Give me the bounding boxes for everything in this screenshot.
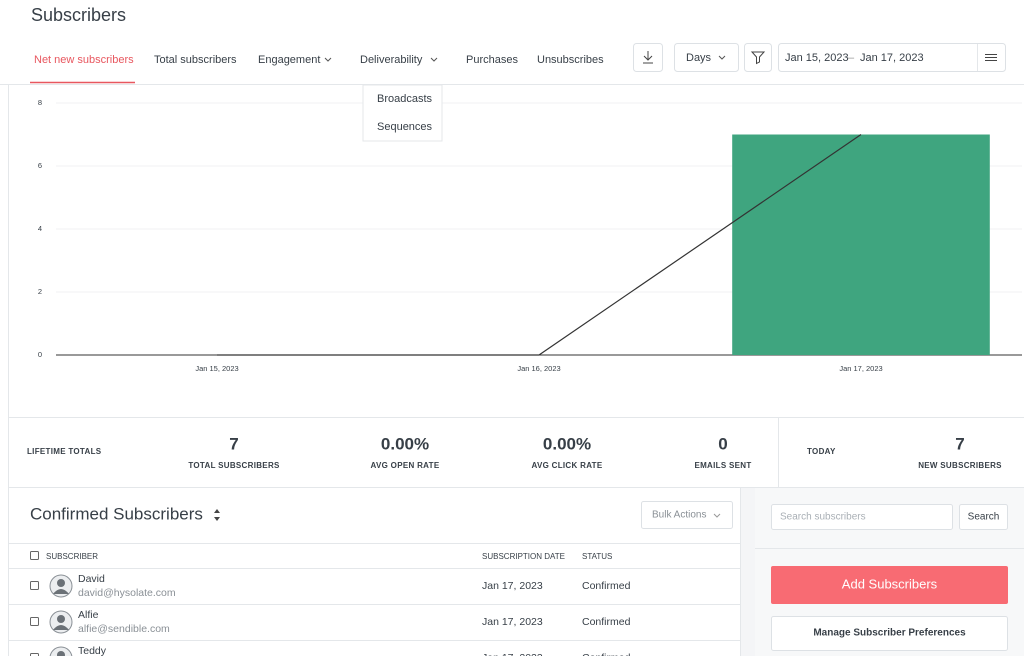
stat-label: AVG OPEN RATE bbox=[371, 461, 440, 470]
subscriber-email: alfie@sendible.com bbox=[78, 623, 170, 635]
date-start: Jan 15, 2023 bbox=[785, 52, 849, 64]
download-icon bbox=[643, 51, 653, 64]
filter-icon bbox=[750, 51, 766, 65]
chart: 0 2 4 6 8 Jan 15, 2023 Jan 16, 2023 Jan 17, 202… bbox=[38, 98, 1022, 373]
tab[interactable]: Total subscribers bbox=[154, 54, 237, 66]
stat-label: EMAILS SENT bbox=[694, 461, 751, 470]
tab[interactable]: Unsubscribes bbox=[537, 54, 604, 66]
checkbox bbox=[30, 617, 39, 626]
checkbox bbox=[30, 581, 39, 590]
page-title: Subscribers bbox=[31, 5, 126, 25]
sort-icon[interactable] bbox=[214, 509, 220, 521]
tab[interactable]: Purchases bbox=[466, 54, 518, 66]
y-tick-label: 2 bbox=[38, 287, 42, 296]
stats-label: LIFETIME TOTALS bbox=[27, 447, 102, 456]
status: Confirmed bbox=[582, 652, 631, 656]
stat-value: 7 bbox=[955, 434, 964, 453]
avatar-head bbox=[57, 651, 65, 656]
avatar-body bbox=[53, 625, 69, 630]
checkbox[interactable] bbox=[30, 551, 39, 560]
status: Confirmed bbox=[582, 616, 631, 628]
chevron bbox=[430, 57, 438, 62]
line bbox=[217, 134, 862, 356]
subscriber-name: Teddy bbox=[78, 645, 107, 656]
menu-item[interactable]: Broadcasts bbox=[377, 93, 433, 105]
tab[interactable]: Net new subscribers bbox=[34, 54, 134, 66]
y-tick-label: 6 bbox=[38, 161, 42, 170]
x-tick-label: Jan 17, 2023 bbox=[839, 364, 882, 373]
stats-label: TODAY bbox=[807, 447, 836, 456]
stat-value: 0.00% bbox=[381, 434, 429, 453]
interval-select[interactable] bbox=[674, 43, 739, 72]
manage-button-label: Manage Subscriber Preferences bbox=[813, 628, 966, 639]
y-tick-label: 0 bbox=[38, 350, 42, 359]
date-end: Jan 17, 2023 bbox=[860, 52, 924, 64]
bar bbox=[732, 134, 990, 355]
stat-label: TOTAL SUBSCRIBERS bbox=[188, 461, 280, 470]
subscriber-name: David bbox=[78, 573, 105, 585]
column-header: SUBSCRIBER bbox=[46, 552, 98, 561]
subscriber-name: Alfie bbox=[78, 609, 99, 621]
x-tick-label: Jan 16, 2023 bbox=[517, 364, 560, 373]
stat-label: NEW SUBSCRIBERS bbox=[918, 461, 1002, 470]
subscription-date: Jan 17, 2023 bbox=[482, 580, 543, 592]
avatar-head bbox=[57, 615, 65, 623]
status: Confirmed bbox=[582, 580, 631, 592]
checkbox bbox=[30, 653, 39, 656]
bulk-actions-label: Bulk Actions bbox=[652, 510, 706, 521]
rows: David david@hysolate.com Jan 17, 2023 Confi… bbox=[8, 568, 740, 656]
subscription-date: Jan 17, 2023 bbox=[482, 652, 543, 656]
subscriber-email: david@hysolate.com bbox=[78, 587, 176, 599]
dropdown-menu bbox=[362, 84, 443, 142]
x-tick-label: Jan 15, 2023 bbox=[195, 364, 238, 373]
column-header: STATUS bbox=[582, 552, 612, 561]
menu-icon[interactable] bbox=[985, 54, 997, 61]
interval-label: Days bbox=[686, 52, 712, 64]
stat-value: 0.00% bbox=[543, 434, 591, 453]
chevron bbox=[324, 57, 332, 62]
add-button[interactable] bbox=[771, 566, 1008, 604]
y-tick-label: 8 bbox=[38, 98, 42, 107]
add-button-label: Add Subscribers bbox=[842, 576, 938, 591]
list-title: Confirmed Subscribers bbox=[30, 504, 203, 523]
chevron bbox=[718, 55, 726, 60]
stat-value: 0 bbox=[718, 434, 727, 453]
search-placeholder: Search subscribers bbox=[780, 512, 866, 523]
column-header: SUBSCRIPTION DATE bbox=[482, 552, 565, 561]
stat-label: AVG CLICK RATE bbox=[531, 461, 602, 470]
filter-button[interactable] bbox=[744, 43, 772, 72]
tab[interactable]: Engagement bbox=[258, 54, 320, 66]
manage-button[interactable] bbox=[771, 616, 1008, 651]
menu-item[interactable]: Sequences bbox=[377, 121, 433, 133]
stat-value: 7 bbox=[229, 434, 238, 453]
date-range[interactable] bbox=[778, 43, 1006, 72]
tab[interactable]: Deliverability bbox=[360, 54, 423, 66]
search-button-label: Search bbox=[968, 512, 1000, 523]
avatar-head bbox=[57, 579, 65, 587]
avatar-body bbox=[53, 589, 69, 594]
y-tick-label: 4 bbox=[38, 224, 42, 233]
subscription-date: Jan 17, 2023 bbox=[482, 616, 543, 628]
bulk-actions[interactable] bbox=[641, 501, 733, 529]
search-input[interactable] bbox=[771, 504, 953, 530]
date-separator: – bbox=[848, 52, 855, 64]
chevron bbox=[713, 513, 721, 518]
search-button[interactable] bbox=[959, 504, 1008, 530]
